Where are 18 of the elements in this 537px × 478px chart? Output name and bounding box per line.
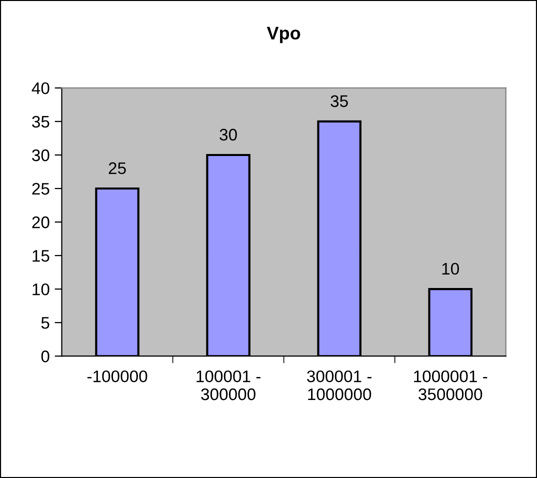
- y-tick-label: 10: [32, 283, 50, 296]
- chart-title: Vpo: [266, 26, 300, 44]
- y-tick-label: 5: [41, 317, 50, 329]
- x-tick-label: 300001 - 1000000: [307, 370, 372, 400]
- y-tick-label: 35: [32, 116, 50, 128]
- data-label: 25: [108, 162, 126, 174]
- data-label: 10: [442, 262, 459, 275]
- y-tick-label: 0: [41, 350, 50, 362]
- y-tick-label: 40: [32, 82, 50, 94]
- y-tick-label: 25: [32, 182, 50, 195]
- data-label: 30: [220, 128, 237, 141]
- data-label: 35: [330, 95, 348, 108]
- x-tick-label: 100001 - 300000: [196, 370, 260, 400]
- x-tick-label: 1000001 - 3500000: [414, 370, 488, 400]
- x-tick-label: -100000: [87, 370, 148, 382]
- y-tick-label: 30: [32, 149, 50, 162]
- y-tick-label: 15: [32, 250, 50, 262]
- y-tick-label: 20: [32, 216, 50, 228]
